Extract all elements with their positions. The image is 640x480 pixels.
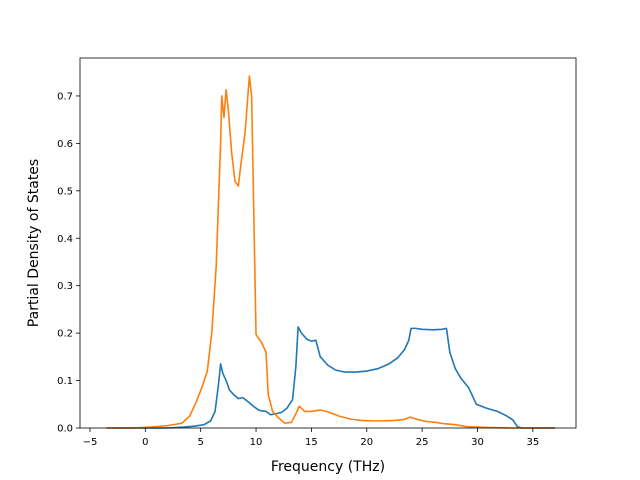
plot-frame <box>79 57 577 429</box>
y-tick-label: 0.5 <box>57 186 73 197</box>
x-tick-label: −5 <box>83 437 98 448</box>
y-tick-label: 0.4 <box>57 234 73 245</box>
series-layer <box>106 75 555 429</box>
y-tick-label: 0.1 <box>57 376 73 387</box>
x-tick-label: 35 <box>526 437 539 448</box>
x-tick-label: 15 <box>305 437 318 448</box>
x-tick-label: 25 <box>416 437 429 448</box>
x-tick-label: 5 <box>197 437 203 448</box>
y-axis: 0.0 0.1 0.2 0.3 0.4 0.5 0.6 0.7 <box>57 91 80 435</box>
x-tick-label: 20 <box>360 437 373 448</box>
x-tick-label: 0 <box>142 437 148 448</box>
series-line-2 <box>106 75 555 429</box>
x-axis: −5 0 5 10 15 20 25 30 35 <box>83 428 539 448</box>
y-tick-label: 0.6 <box>57 139 73 150</box>
y-tick-label: 0.0 <box>57 424 73 435</box>
y-tick-label: 0.3 <box>57 281 73 292</box>
x-tick-label: 30 <box>471 437 484 448</box>
y-tick-label: 0.2 <box>57 329 73 340</box>
y-tick-label: 0.7 <box>57 91 73 102</box>
x-tick-label: 10 <box>250 437 263 448</box>
x-axis-label: Frequency (THz) <box>271 459 385 475</box>
y-axis-label: Partial Density of States <box>26 159 42 327</box>
series-line-1 <box>106 326 555 429</box>
